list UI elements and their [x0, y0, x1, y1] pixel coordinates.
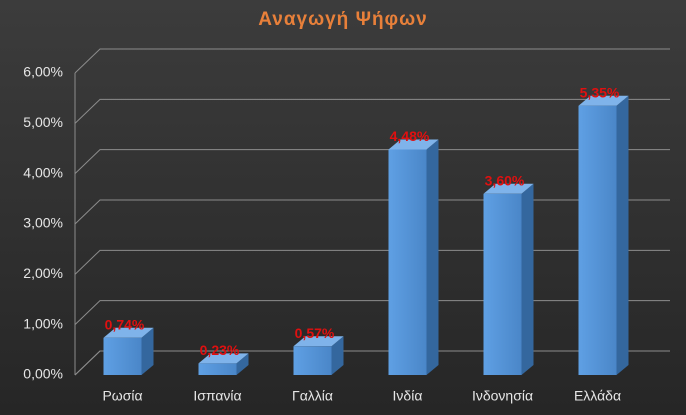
bar-side — [331, 336, 344, 375]
bar-side — [521, 183, 534, 375]
x-tick-label: Ρωσία — [102, 388, 142, 404]
bar-side — [426, 139, 439, 375]
x-tick-label: Γαλλία — [292, 388, 333, 404]
bar-side — [236, 353, 249, 375]
bar-top — [103, 327, 154, 338]
bar — [578, 105, 617, 375]
bar — [483, 193, 522, 375]
bar — [388, 149, 427, 375]
bar-side — [141, 327, 154, 375]
value-label: 0,57% — [295, 325, 335, 341]
value-label: 3,60% — [485, 173, 525, 189]
chart-title: Αναγωγή Ψήφων — [258, 9, 428, 30]
grid-line — [74, 199, 670, 225]
value-label: 4,48% — [390, 128, 430, 144]
x-tick-label: Ελλάδα — [574, 388, 621, 404]
y-tick-label: 6,00% — [23, 64, 63, 80]
bar-top — [198, 353, 249, 364]
bar — [103, 337, 142, 375]
grid-line — [74, 350, 670, 376]
x-tick-label: Ινδία — [393, 388, 423, 404]
y-tick-label: 5,00% — [23, 114, 63, 130]
bar — [293, 346, 332, 375]
value-label: 0,23% — [200, 342, 240, 358]
bar-top — [388, 139, 439, 150]
y-tick-label: 4,00% — [23, 164, 63, 180]
y-tick-label: 1,00% — [23, 315, 63, 331]
grid-line — [74, 300, 670, 326]
bar-top — [293, 336, 344, 347]
bar-side — [616, 95, 629, 375]
grid-line — [74, 249, 670, 275]
x-tick-label: Ισπανία — [193, 388, 241, 404]
y-tick-label: 0,00% — [23, 366, 63, 382]
y-tick-label: 3,00% — [23, 215, 63, 231]
x-tick-label: Ινδονησία — [472, 388, 533, 404]
grid-line — [74, 98, 670, 124]
y-tick-label: 2,00% — [23, 265, 63, 281]
grid-line — [74, 149, 670, 175]
bar-top — [483, 183, 534, 194]
value-label: 0,74% — [105, 316, 145, 332]
bar-top — [578, 95, 629, 106]
value-label: 5,35% — [580, 84, 620, 100]
bar — [198, 363, 237, 375]
grid-line — [74, 48, 670, 74]
